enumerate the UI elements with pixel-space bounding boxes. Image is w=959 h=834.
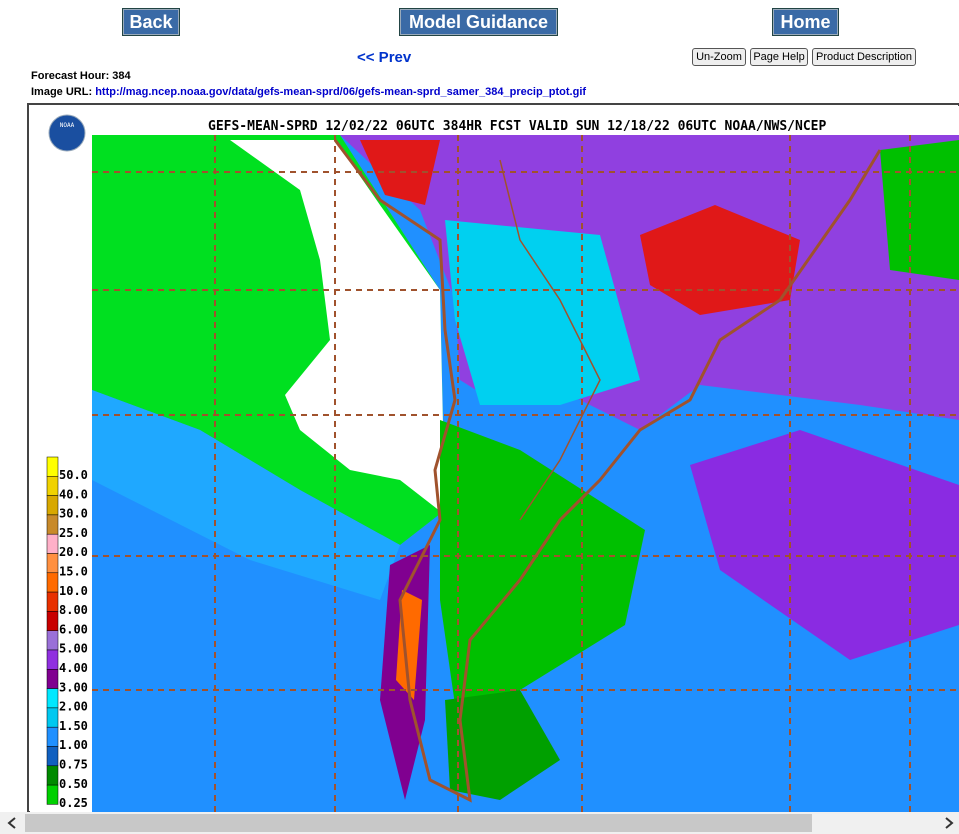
border	[499, 159, 601, 521]
legend-label: 20.0	[59, 545, 88, 559]
back-button[interactable]: Back	[123, 9, 179, 35]
forecast-hour: Forecast Hour: 384	[31, 70, 131, 82]
legend-label: 30.0	[59, 507, 88, 521]
scroll-left[interactable]	[7, 817, 16, 829]
legend-swatch	[46, 611, 59, 631]
legend-label: 0.75	[59, 758, 88, 772]
legend-swatch	[46, 495, 59, 516]
legend-label: 50.0	[59, 468, 88, 482]
legend-bg	[30, 106, 92, 812]
legend-swatch	[46, 514, 59, 535]
unzoom-button[interactable]: Un-Zoom	[692, 48, 746, 66]
legend-swatch	[46, 726, 59, 747]
legend-swatch	[46, 630, 59, 651]
image-url-label: Image URL:	[31, 86, 93, 98]
logo-text: NOAA	[60, 122, 75, 129]
legend-swatch	[46, 707, 59, 728]
legend-label: 5.00	[59, 642, 88, 656]
legend-label: 3.00	[59, 680, 88, 694]
green-coast	[880, 140, 959, 280]
legend-swatch	[46, 572, 59, 593]
header-bg	[92, 106, 959, 135]
scrollbar-thumb[interactable]	[25, 814, 812, 832]
legend-swatch	[46, 746, 59, 767]
legend-swatch	[46, 669, 59, 689]
legend-swatch	[46, 765, 59, 786]
dark-green-land	[445, 690, 560, 800]
legend-label: 25.0	[59, 526, 88, 540]
grid	[92, 135, 959, 812]
home-button[interactable]: Home	[773, 9, 838, 35]
scroll-right[interactable]	[945, 817, 954, 829]
prev-link[interactable]: << Prev	[357, 49, 412, 66]
page-help-button[interactable]: Page Help	[750, 48, 808, 66]
legend-label: 8.00	[59, 603, 88, 617]
red-area	[640, 205, 800, 315]
noaa-logo	[48, 114, 86, 152]
legend: 50.0 40.0 30.0 25.0 20.0 15.0 10.0 8.00 6.00 5.00…	[46, 456, 88, 810]
green-land	[440, 420, 645, 705]
legend-swatch	[46, 649, 59, 670]
legend-label: 40.0	[59, 487, 88, 501]
legend-label: 1.00	[59, 738, 88, 752]
map-header: GEFS-MEAN-SPRD 12/02/22 06UTC 384HR FCST…	[208, 119, 826, 134]
model-guidance-button[interactable]: Model Guidance	[400, 9, 557, 35]
legend-label: 0.25	[59, 796, 88, 810]
legend-label: 10.0	[59, 584, 88, 598]
image-url-line: Image URL: http://mag.ncep.noaa.gov/data…	[31, 86, 586, 98]
product-description-button[interactable]: Product Description	[812, 48, 916, 66]
legend-swatch	[46, 591, 59, 612]
legend-swatch	[46, 553, 59, 574]
legend-swatch	[46, 688, 59, 709]
light-area	[92, 390, 400, 600]
legend-label: 1.50	[59, 719, 88, 733]
legend-swatch	[46, 533, 59, 554]
legend-swatch	[46, 784, 59, 805]
purple-band	[690, 430, 959, 660]
coastline	[333, 139, 882, 803]
legend-label: 0.50	[59, 777, 88, 791]
legend-swatch	[46, 476, 59, 496]
legend-label: 6.00	[59, 622, 88, 636]
image-url-link[interactable]: http://mag.ncep.noaa.gov/data/gefs-mean-…	[95, 86, 587, 98]
legend-label: 4.00	[59, 661, 88, 675]
legend-swatch	[46, 456, 59, 477]
legend-label: 15.0	[59, 565, 88, 579]
white-area	[230, 140, 445, 515]
legend-label: 2.00	[59, 700, 88, 714]
cyan-area	[445, 220, 640, 405]
